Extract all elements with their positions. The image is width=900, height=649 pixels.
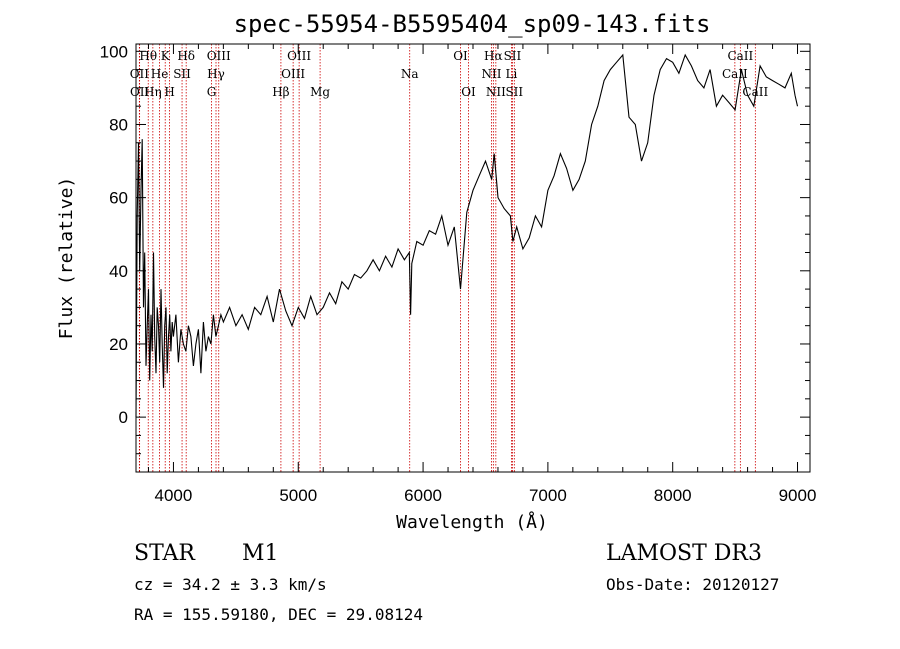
- spectral-line-label: Na: [401, 67, 419, 81]
- spectral-line-label: SII: [505, 85, 523, 99]
- spectral-line-label: SII: [173, 67, 191, 81]
- x-tick-label: 7000: [529, 486, 567, 505]
- y-tick-label: 40: [109, 262, 128, 281]
- spectral-line-label: Hα: [484, 49, 503, 63]
- plot-frame: [135, 43, 811, 473]
- spectral-line-label: CaII: [727, 49, 753, 63]
- x-axis-ticks: 4000 5000 6000 7000 8000 9000: [147, 44, 817, 505]
- spectral-line-label: K: [161, 49, 171, 63]
- y-tick-label: 0: [119, 408, 128, 427]
- spectral-line-label: OII: [130, 67, 150, 81]
- spectral-line-label: CaII: [742, 85, 768, 99]
- survey-name: LAMOST DR3: [606, 541, 762, 566]
- spectrum-line: [135, 53, 799, 418]
- x-tick-label: 5000: [279, 486, 317, 505]
- spectral-line-label: NII: [481, 67, 501, 81]
- spectral-line-label: Hβ: [272, 85, 289, 99]
- spectral-line-label: OIII: [287, 49, 311, 63]
- x-axis-label: Wavelength (Å): [396, 511, 548, 533]
- y-axis-label: Flux (relative): [56, 177, 77, 340]
- coordinates: RA = 155.59180, DEC = 29.08124: [134, 605, 423, 624]
- y-tick-label: 100: [100, 42, 128, 61]
- y-tick-label: 20: [109, 335, 128, 354]
- spectral-line-label: He: [151, 67, 169, 81]
- chart-title: spec-55954-B5595404_sp09-143.fits: [234, 10, 711, 38]
- x-tick-label: 9000: [779, 486, 817, 505]
- spectral-line-label: G: [207, 85, 217, 99]
- x-tick-label: 8000: [654, 486, 692, 505]
- spectral-line-label: OI: [453, 49, 468, 63]
- spectral-line-label: SII: [504, 49, 522, 63]
- spectral-line-label: OIII: [281, 67, 305, 81]
- redshift-velocity: cz = 34.2 ± 3.3 km/s: [134, 575, 327, 594]
- object-class: STAR: [134, 541, 196, 566]
- spectral-line-label: Hθ: [139, 49, 157, 63]
- spectral-line-markers: [138, 44, 756, 472]
- y-tick-label: 60: [109, 189, 128, 208]
- y-axis-ticks: 0 20 40 60 80 100: [100, 42, 810, 455]
- object-subclass: M1: [242, 541, 279, 566]
- spectral-line-label: Mg: [310, 85, 330, 99]
- spectral-line-label: Hγ: [207, 67, 225, 81]
- spectral-line-label: OI: [461, 85, 476, 99]
- spectral-line-label: OII: [130, 85, 150, 99]
- spectral-line-label: Li: [506, 67, 518, 81]
- observation-date: Obs-Date: 20120127: [606, 575, 779, 594]
- spectral-line-label: H: [164, 85, 174, 99]
- spectral-line-label: Hη: [144, 85, 162, 99]
- y-tick-label: 80: [109, 115, 128, 134]
- spectral-line-label: OIII: [207, 49, 231, 63]
- spectral-line-label: Hδ: [177, 49, 195, 63]
- x-tick-label: 4000: [155, 486, 193, 505]
- x-tick-label: 6000: [404, 486, 442, 505]
- spectral-line-label: NII: [486, 85, 506, 99]
